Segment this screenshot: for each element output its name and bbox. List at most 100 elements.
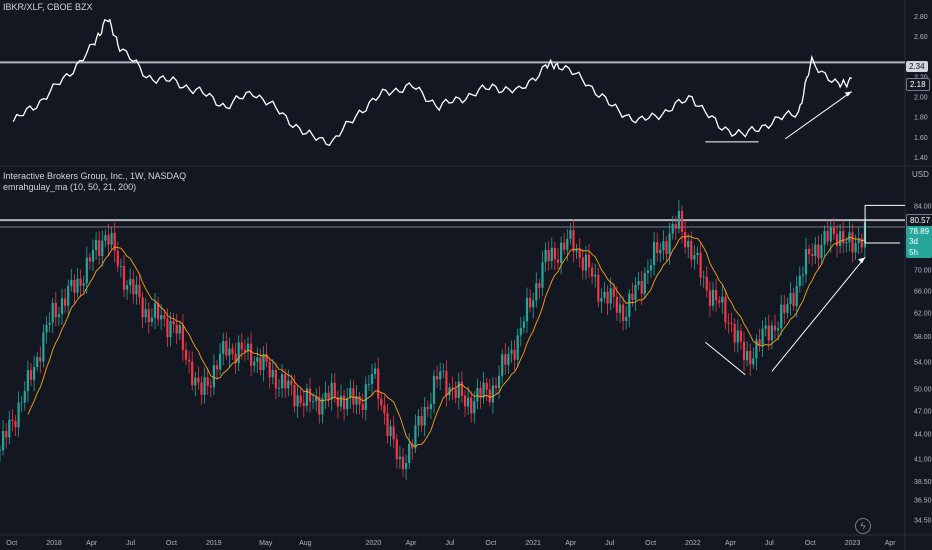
candle-body: [842, 231, 845, 244]
candle-body: [429, 403, 432, 410]
candle-body: [538, 283, 541, 288]
candle-body: [817, 244, 820, 259]
candle-body: [730, 322, 733, 324]
lower-y-tick: 70.00: [914, 268, 932, 275]
candle-body: [795, 286, 798, 307]
candle-body: [110, 232, 113, 245]
candle-body: [513, 349, 516, 360]
candle-body: [504, 354, 507, 365]
candle-body: [160, 315, 163, 320]
candle-body: [693, 254, 696, 260]
candle-body: [600, 297, 603, 302]
candle-body: [783, 304, 786, 313]
candle-body: [274, 370, 277, 389]
candle-body: [132, 279, 135, 295]
candle-body: [67, 285, 70, 306]
candle-body: [494, 385, 498, 388]
upper-y-tick: 2.20: [914, 74, 928, 81]
candle-body: [823, 231, 826, 245]
candle-body: [203, 377, 206, 395]
candle-body: [786, 303, 789, 313]
candle-body: [467, 397, 470, 407]
candle-body: [454, 388, 457, 399]
candle-body: [113, 232, 116, 252]
candle-body: [522, 321, 525, 328]
candle-body: [225, 341, 228, 356]
indicator-legend: emrahgulay_ma (10, 50, 21, 200): [3, 182, 137, 192]
candle-body: [200, 382, 203, 395]
candle-body: [194, 377, 197, 386]
candle-body: [234, 353, 237, 364]
countdown-badge: 3d 5h: [906, 236, 932, 258]
candle-body: [299, 395, 302, 403]
candle-body: [581, 257, 584, 271]
candle-body: [253, 361, 256, 366]
candle-body: [439, 371, 442, 380]
upper-y-tick: 2.80: [914, 14, 928, 21]
candle-body: [680, 210, 684, 232]
candle-body: [11, 419, 14, 421]
candle-body: [277, 388, 281, 389]
candle-body: [256, 357, 259, 362]
candle-body: [352, 388, 355, 405]
candle-body: [789, 293, 792, 304]
candle-body: [724, 296, 727, 323]
candle-body: [358, 396, 361, 405]
candle-body: [246, 343, 250, 352]
candle-body: [460, 381, 463, 396]
candle-body: [222, 341, 225, 354]
x-tick-label: Oct: [6, 540, 17, 547]
candle-body: [228, 348, 231, 356]
candle-body: [321, 398, 324, 415]
candle-body: [370, 374, 374, 384]
candle-body: [550, 247, 553, 262]
candle-body: [26, 370, 29, 392]
candle-body: [70, 279, 73, 286]
candle-body: [804, 248, 808, 275]
candle-body: [491, 385, 494, 403]
candle-body: [801, 274, 804, 276]
candle-body: [411, 443, 414, 449]
candle-body: [64, 298, 67, 306]
candle-body: [386, 413, 389, 437]
lower-y-tick: 47.00: [914, 408, 932, 415]
candle-body: [587, 254, 591, 268]
candle-body: [107, 235, 110, 245]
candle-body: [215, 365, 219, 370]
candle-body: [51, 302, 54, 323]
candle-body: [792, 293, 795, 307]
candle-body: [377, 368, 380, 399]
candle-body: [488, 389, 491, 403]
lightning-icon[interactable]: ϟ: [855, 518, 871, 534]
candle-body: [243, 349, 246, 352]
candle-body: [178, 325, 181, 334]
candle-body: [188, 359, 191, 362]
moving-average-line: [27, 235, 866, 447]
lower-y-tick: 38.50: [914, 479, 932, 486]
candle-body: [634, 284, 637, 300]
upper-rising-arrow: [784, 91, 853, 140]
candle-body: [172, 320, 175, 325]
candle-body: [85, 257, 88, 284]
candle-body: [715, 289, 718, 301]
candle-body: [696, 252, 699, 255]
candle-body: [157, 302, 160, 320]
candle-body: [414, 425, 417, 449]
x-tick-label: 2020: [366, 540, 382, 547]
candle-body: [826, 231, 829, 242]
candle-body: [392, 426, 395, 440]
upper-legend: IBKR/XLF, CBOE BZX: [3, 2, 93, 12]
candle-body: [60, 298, 64, 315]
candle-body: [389, 426, 392, 437]
candle-body: [305, 388, 308, 406]
candle-body: [662, 241, 665, 251]
candle-body: [749, 350, 752, 365]
candle-body: [29, 370, 33, 380]
x-tick-label: 2019: [206, 540, 222, 547]
candle-body: [408, 443, 411, 464]
candle-body: [677, 210, 680, 229]
candle-body: [262, 354, 265, 370]
candle-body: [398, 456, 401, 460]
candle-body: [699, 252, 702, 278]
